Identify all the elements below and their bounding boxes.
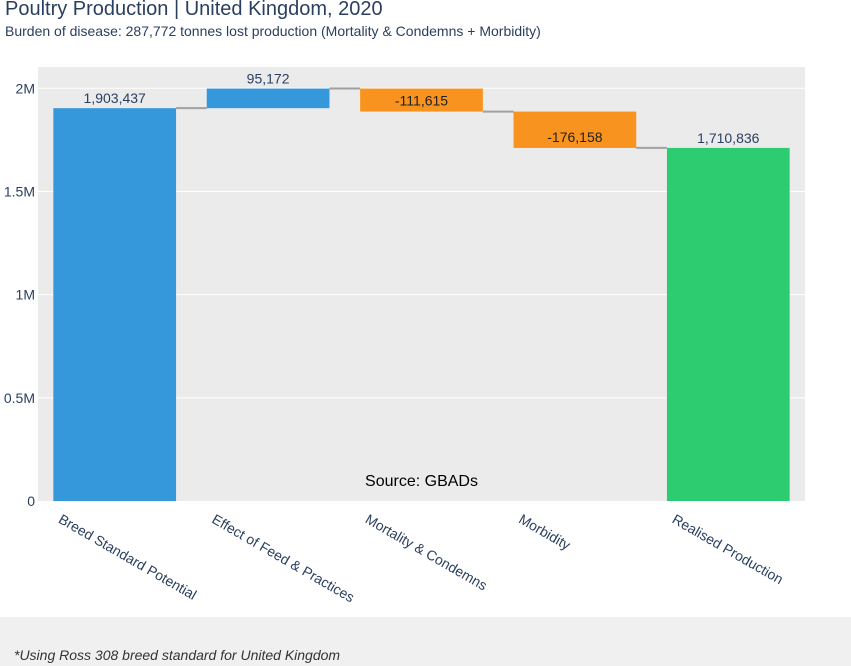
waterfall-bar	[513, 111, 637, 148]
waterfall-bar	[666, 147, 790, 501]
chart-title: Poultry Production | United Kingdom, 202…	[5, 0, 383, 20]
waterfall-bar	[206, 88, 330, 109]
footer: *Using Ross 308 breed standard for Unite…	[0, 617, 851, 666]
waterfall-bar	[53, 108, 177, 501]
x-tick-label: Mortality & Condemns	[363, 511, 490, 594]
chart-subtitle: Burden of disease: 287,772 tonnes lost p…	[5, 23, 541, 39]
y-tick-label: 1.5M	[4, 183, 35, 199]
y-axis-ticks: 0 0.5M 1M 1.5M 2M	[4, 80, 35, 509]
data-label: -111,615	[395, 93, 448, 109]
waterfall-bar	[360, 88, 483, 112]
x-tick-label: Effect of Feed & Practices	[209, 511, 357, 606]
bars	[53, 88, 790, 501]
y-tick-label: 1M	[16, 287, 35, 303]
data-label: 1,903,437	[84, 90, 146, 106]
y-tick-label: 2M	[16, 80, 35, 96]
y-tick-label: 0	[27, 493, 35, 509]
source-annotation: Source: GBADs	[365, 473, 478, 490]
y-tick-label: 0.5M	[4, 390, 35, 406]
connectors	[176, 87, 667, 149]
x-tick-label: Breed Standard Potential	[56, 511, 199, 603]
x-tick-label: Realised Production	[670, 511, 787, 588]
data-label: 1,710,836	[697, 130, 759, 146]
footnote: *Using Ross 308 breed standard for Unite…	[14, 647, 341, 663]
x-axis-ticks: Breed Standard Potential Effect of Feed &…	[56, 511, 786, 606]
x-tick-label: Morbidity	[516, 511, 573, 553]
data-label: -176,158	[547, 129, 602, 145]
data-label: 95,172	[247, 71, 290, 87]
waterfall-chart: 1,903,437 95,172 -111,615 -176,158 1,710,836…	[4, 67, 805, 606]
data-labels: 1,903,437 95,172 -111,615 -176,158 1,710,836	[84, 71, 760, 146]
